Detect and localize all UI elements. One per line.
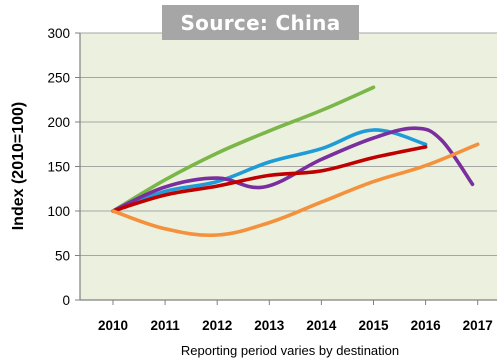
- series-line-1: [111, 85, 376, 213]
- axes: [79, 33, 497, 305]
- series-lines: [111, 85, 480, 238]
- y-tick-labels: 0 50 100 150 200 250 300: [47, 26, 70, 308]
- y-tick-label: 0: [62, 293, 70, 308]
- series-line-2: [111, 128, 428, 213]
- series-line-3: [111, 126, 475, 213]
- x-tick-label: 2016: [411, 318, 442, 333]
- x-tick-label: 2013: [254, 318, 285, 333]
- y-tick-label: 100: [47, 204, 70, 219]
- x-axis-label: Reporting period varies by destination: [180, 343, 400, 358]
- y-tick-label: 250: [47, 71, 70, 86]
- series-line-4: [111, 145, 428, 213]
- x-tick-label: 2015: [358, 318, 389, 333]
- x-tick-label: 2010: [98, 318, 128, 333]
- series-line-5: [111, 142, 480, 238]
- x-tick-labels: 2010 2011 2012 2013 2014 2015 2016 2017: [98, 318, 493, 333]
- y-axis-label: Index (2010=100): [10, 101, 27, 231]
- chart-title: Source: China: [162, 5, 359, 40]
- y-tick-label: 200: [47, 115, 70, 130]
- x-tick-label: 2017: [463, 318, 493, 333]
- x-tick-label: 2014: [306, 318, 337, 333]
- y-tick-label: 150: [47, 160, 70, 175]
- x-tick-label: 2011: [150, 318, 180, 333]
- y-tick-label: 300: [47, 26, 70, 41]
- x-tick-label: 2012: [202, 318, 232, 333]
- y-tick-label: 50: [55, 249, 70, 264]
